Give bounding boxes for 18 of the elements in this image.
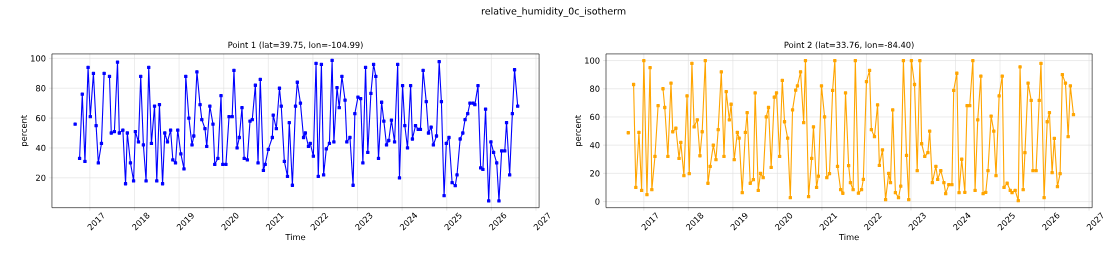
chart-title: Point 1 (lat=39.75, lon=-104.99) (228, 41, 363, 50)
y-tick-label: 40 (35, 145, 46, 152)
y-axis-title: percent (20, 115, 29, 147)
chart-title: Point 2 (lat=33.76, lon=-84.40) (784, 41, 914, 50)
y-tick-label: 60 (590, 114, 600, 121)
y-tick-label: 60 (36, 115, 46, 122)
y-tick-label: 0 (595, 198, 600, 205)
y-tick-label: 20 (36, 174, 46, 182)
y-tick-label: 20 (590, 170, 600, 177)
y-tick-label: 80 (36, 85, 46, 92)
y-tick-label: 100 (31, 55, 46, 62)
y-tick-label: 40 (589, 142, 600, 149)
y-tick-label: 100 (585, 57, 600, 64)
y-axis-title: percent (574, 115, 583, 147)
y-tick-label: 80 (590, 85, 600, 93)
x-axis-title: Time (838, 234, 859, 241)
text: relative_humidity_0c_isotherm (481, 7, 626, 17)
x-axis-title: Time (285, 234, 306, 241)
